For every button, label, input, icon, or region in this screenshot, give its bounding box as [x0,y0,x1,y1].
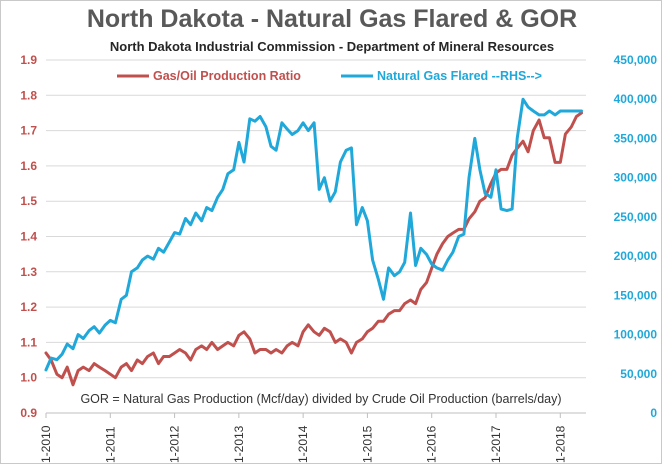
legend-label-gor: Gas/Oil Production Ratio [153,69,301,83]
chart-subtitle: North Dakota Industrial Commission - Dep… [109,39,555,54]
left-tick-label: 1.3 [20,265,37,279]
x-tick-label: 1-2016 [425,425,439,463]
right-tick-label: 50,000 [620,367,657,381]
left-tick-label: 1.8 [20,88,37,102]
legend: Gas/Oil Production Ratio Natural Gas Fla… [117,69,542,83]
left-tick-label: 1.6 [20,159,37,173]
x-tick-label: 1-2013 [232,425,246,463]
right-tick-label: 200,000 [614,249,658,263]
right-tick-label: 100,000 [614,328,658,342]
right-tick-label: 300,000 [614,171,658,185]
left-tick-label: 1.4 [20,230,37,244]
series-line-gor [44,111,583,387]
left-tick-label: 1.5 [20,194,37,208]
left-tick-label: 1.1 [20,335,37,349]
x-tick-label: 1-2012 [168,425,182,463]
x-tick-label: 1-2018 [553,425,567,463]
x-tick-label: 1-2014 [296,425,310,463]
left-tick-label: 0.9 [20,406,37,420]
series-layer [44,97,583,387]
legend-label-flared: Natural Gas Flared --RHS--> [377,69,542,83]
right-tick-label: 450,000 [614,53,658,67]
right-axis-ticks: 0 50,000 100,000 150,000 200,000 250,000 300,0… [614,53,658,420]
left-tick-label: 1.9 [20,53,37,67]
left-tick-label: 1.7 [20,124,37,138]
gridlines [46,59,586,379]
x-axis-ticks: 1-2010 1-2011 1-2012 1-2013 1-2014 1-2015 1-20… [39,412,586,463]
right-tick-label: 400,000 [614,92,658,106]
x-tick-label: 1-2015 [360,425,374,463]
left-axis-ticks: 0.9 1.0 1.1 1.2 1.3 1.4 1.5 1.6 1.7 1.8 1.9 [20,53,37,420]
chart-title: North Dakota - Natural Gas Flared & GOR [86,5,578,33]
annotation: GOR = Natural Gas Production (Mcf/day) d… [80,392,561,406]
right-tick-label: 250,000 [614,210,658,224]
x-tick-label: 1-2011 [103,426,117,463]
right-tick-label: 350,000 [614,131,658,145]
left-tick-label: 1.0 [20,371,37,385]
x-tick-label: 1-2010 [39,425,53,463]
series-line-gas-flared [44,97,583,372]
left-tick-label: 1.2 [20,300,37,314]
right-tick-label: 150,000 [614,288,658,302]
x-tick-label: 1-2017 [489,425,503,463]
right-tick-label: 0 [650,406,657,420]
